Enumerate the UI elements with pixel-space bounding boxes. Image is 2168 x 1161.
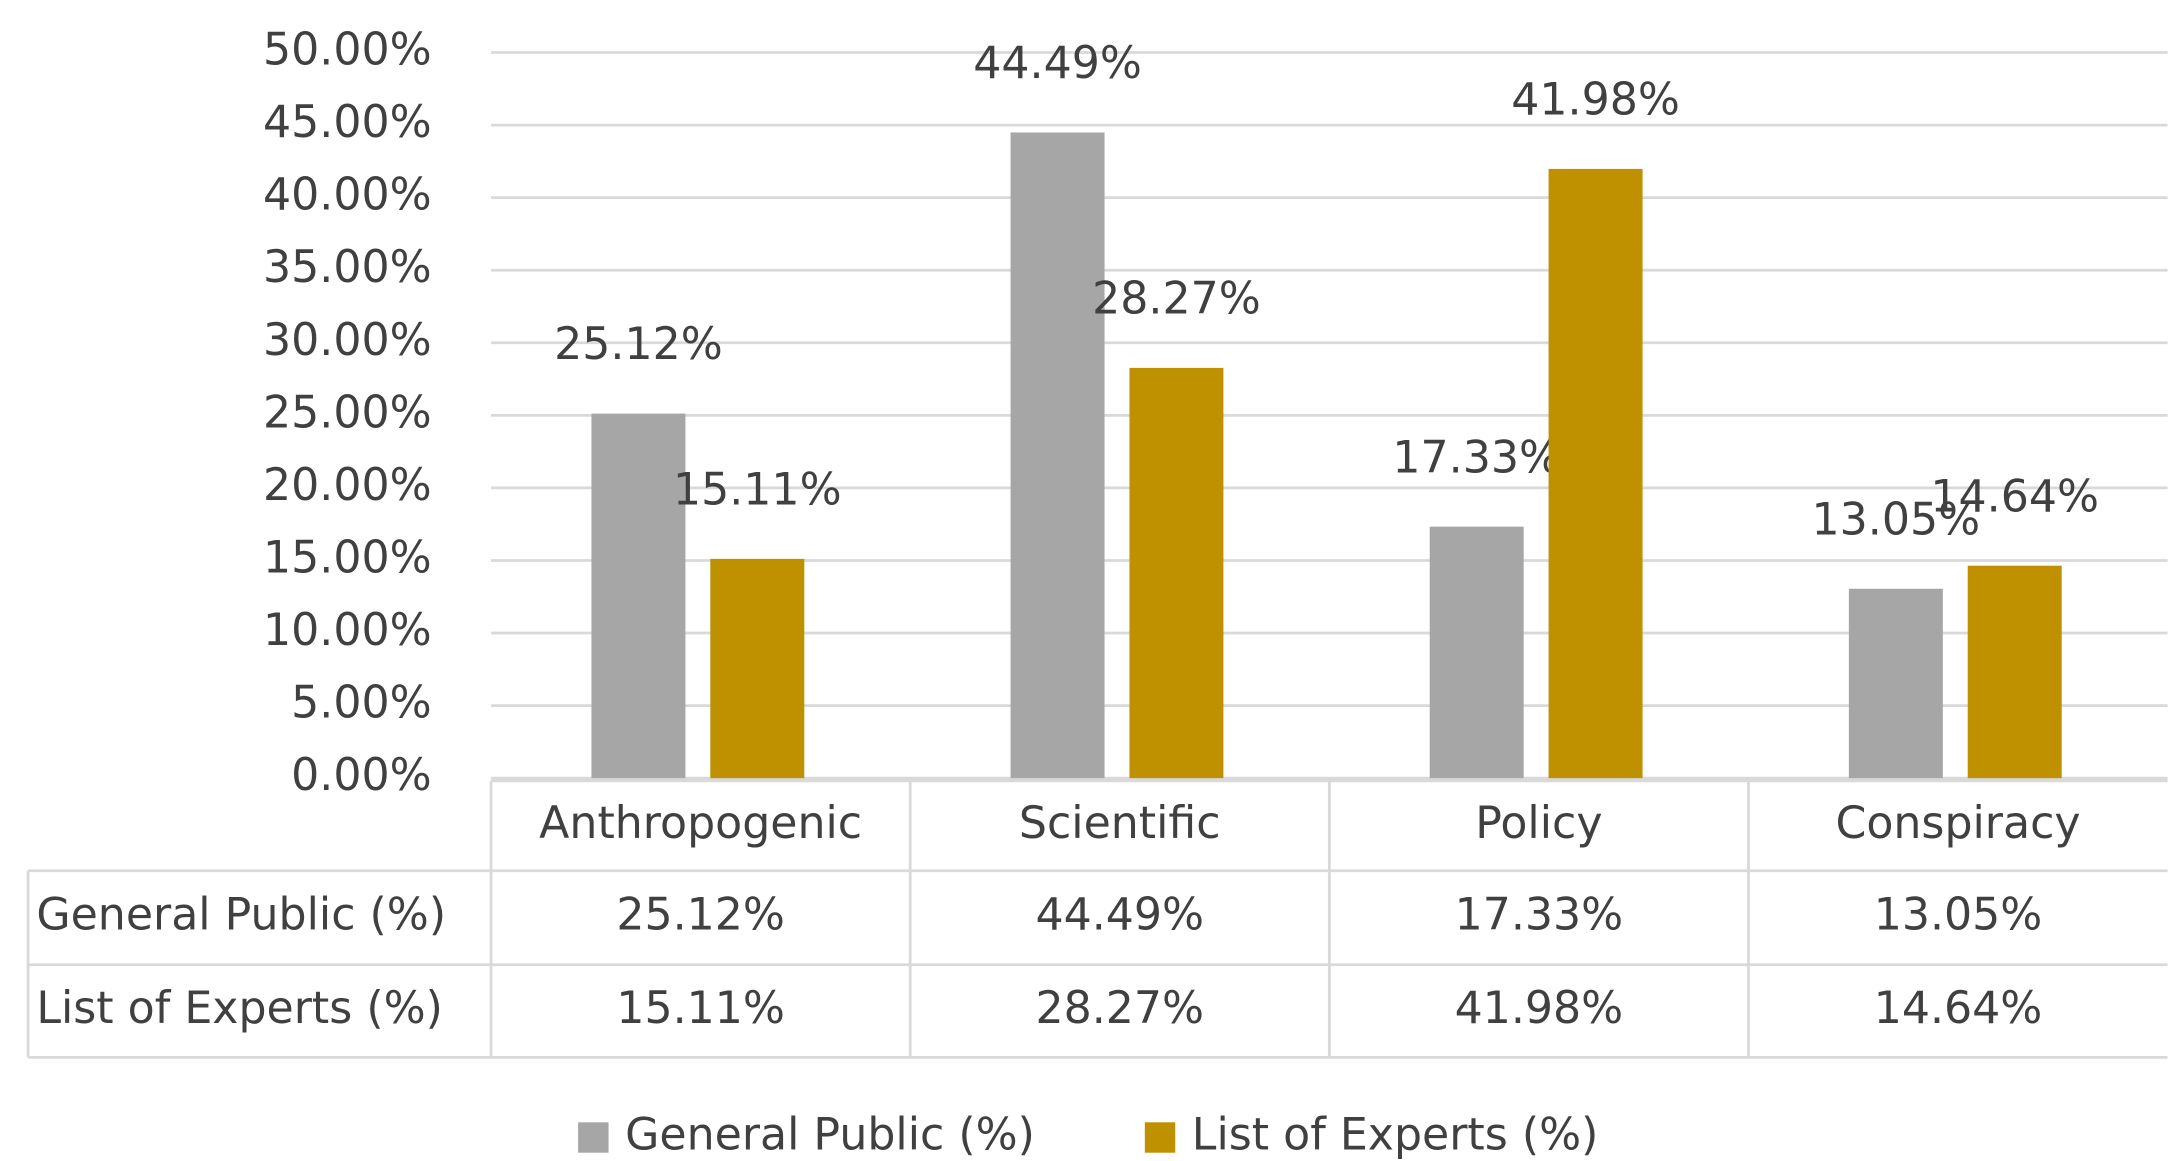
data-label: 17.33% bbox=[1392, 432, 1561, 483]
y-tick-label: 10.00% bbox=[263, 605, 432, 656]
y-tick-label: 40.00% bbox=[263, 170, 432, 221]
bar bbox=[1967, 565, 2062, 779]
table-cell: 44.49% bbox=[1035, 890, 1204, 941]
y-tick-label: 15.00% bbox=[263, 532, 432, 583]
table-cell: 15.11% bbox=[616, 983, 785, 1034]
x-tick-label: Anthropogenic bbox=[539, 798, 862, 849]
x-tick-label: Conspiracy bbox=[1835, 798, 2080, 849]
data-label: 41.98% bbox=[1511, 75, 1680, 126]
y-tick-label: 20.00% bbox=[263, 460, 432, 511]
table-cell: 13.05% bbox=[1874, 890, 2043, 941]
bar bbox=[1429, 526, 1524, 779]
y-tick-label: 5.00% bbox=[291, 678, 431, 729]
table-cell: 17.33% bbox=[1455, 890, 1624, 941]
legend-swatch bbox=[1144, 1122, 1176, 1153]
bar bbox=[1010, 132, 1105, 779]
x-tick-label: Scientific bbox=[1019, 798, 1221, 849]
data-label: 44.49% bbox=[973, 38, 1142, 89]
bar bbox=[710, 558, 805, 779]
table-cell: 41.98% bbox=[1455, 983, 1624, 1034]
table-row-label: List of Experts (%) bbox=[36, 983, 443, 1034]
legend-label: List of Experts (%) bbox=[1192, 1110, 1599, 1161]
bar bbox=[591, 413, 686, 779]
legend-label: General Public (%) bbox=[625, 1110, 1035, 1161]
data-label: 25.12% bbox=[554, 319, 723, 370]
data-label: 14.64% bbox=[1930, 471, 2099, 522]
bar bbox=[1848, 588, 1943, 779]
y-tick-label: 0.00% bbox=[291, 750, 431, 801]
data-label: 13.05% bbox=[1812, 494, 1981, 545]
legend-swatch bbox=[578, 1122, 609, 1153]
table-cell: 25.12% bbox=[616, 890, 785, 941]
table-cell: 14.64% bbox=[1874, 983, 2043, 1034]
table-row-label: General Public (%) bbox=[36, 890, 446, 941]
data-label: 28.27% bbox=[1092, 274, 1261, 325]
x-tick-label: Policy bbox=[1475, 798, 1602, 849]
y-tick-label: 35.00% bbox=[263, 242, 432, 293]
y-tick-label: 45.00% bbox=[263, 97, 432, 148]
bar bbox=[1548, 168, 1643, 779]
y-tick-label: 25.00% bbox=[263, 387, 432, 438]
bar bbox=[1129, 367, 1224, 779]
y-tick-label: 30.00% bbox=[263, 315, 432, 366]
data-label: 15.11% bbox=[673, 465, 842, 516]
y-tick-label: 50.00% bbox=[263, 25, 432, 76]
table-cell: 28.27% bbox=[1035, 983, 1204, 1034]
